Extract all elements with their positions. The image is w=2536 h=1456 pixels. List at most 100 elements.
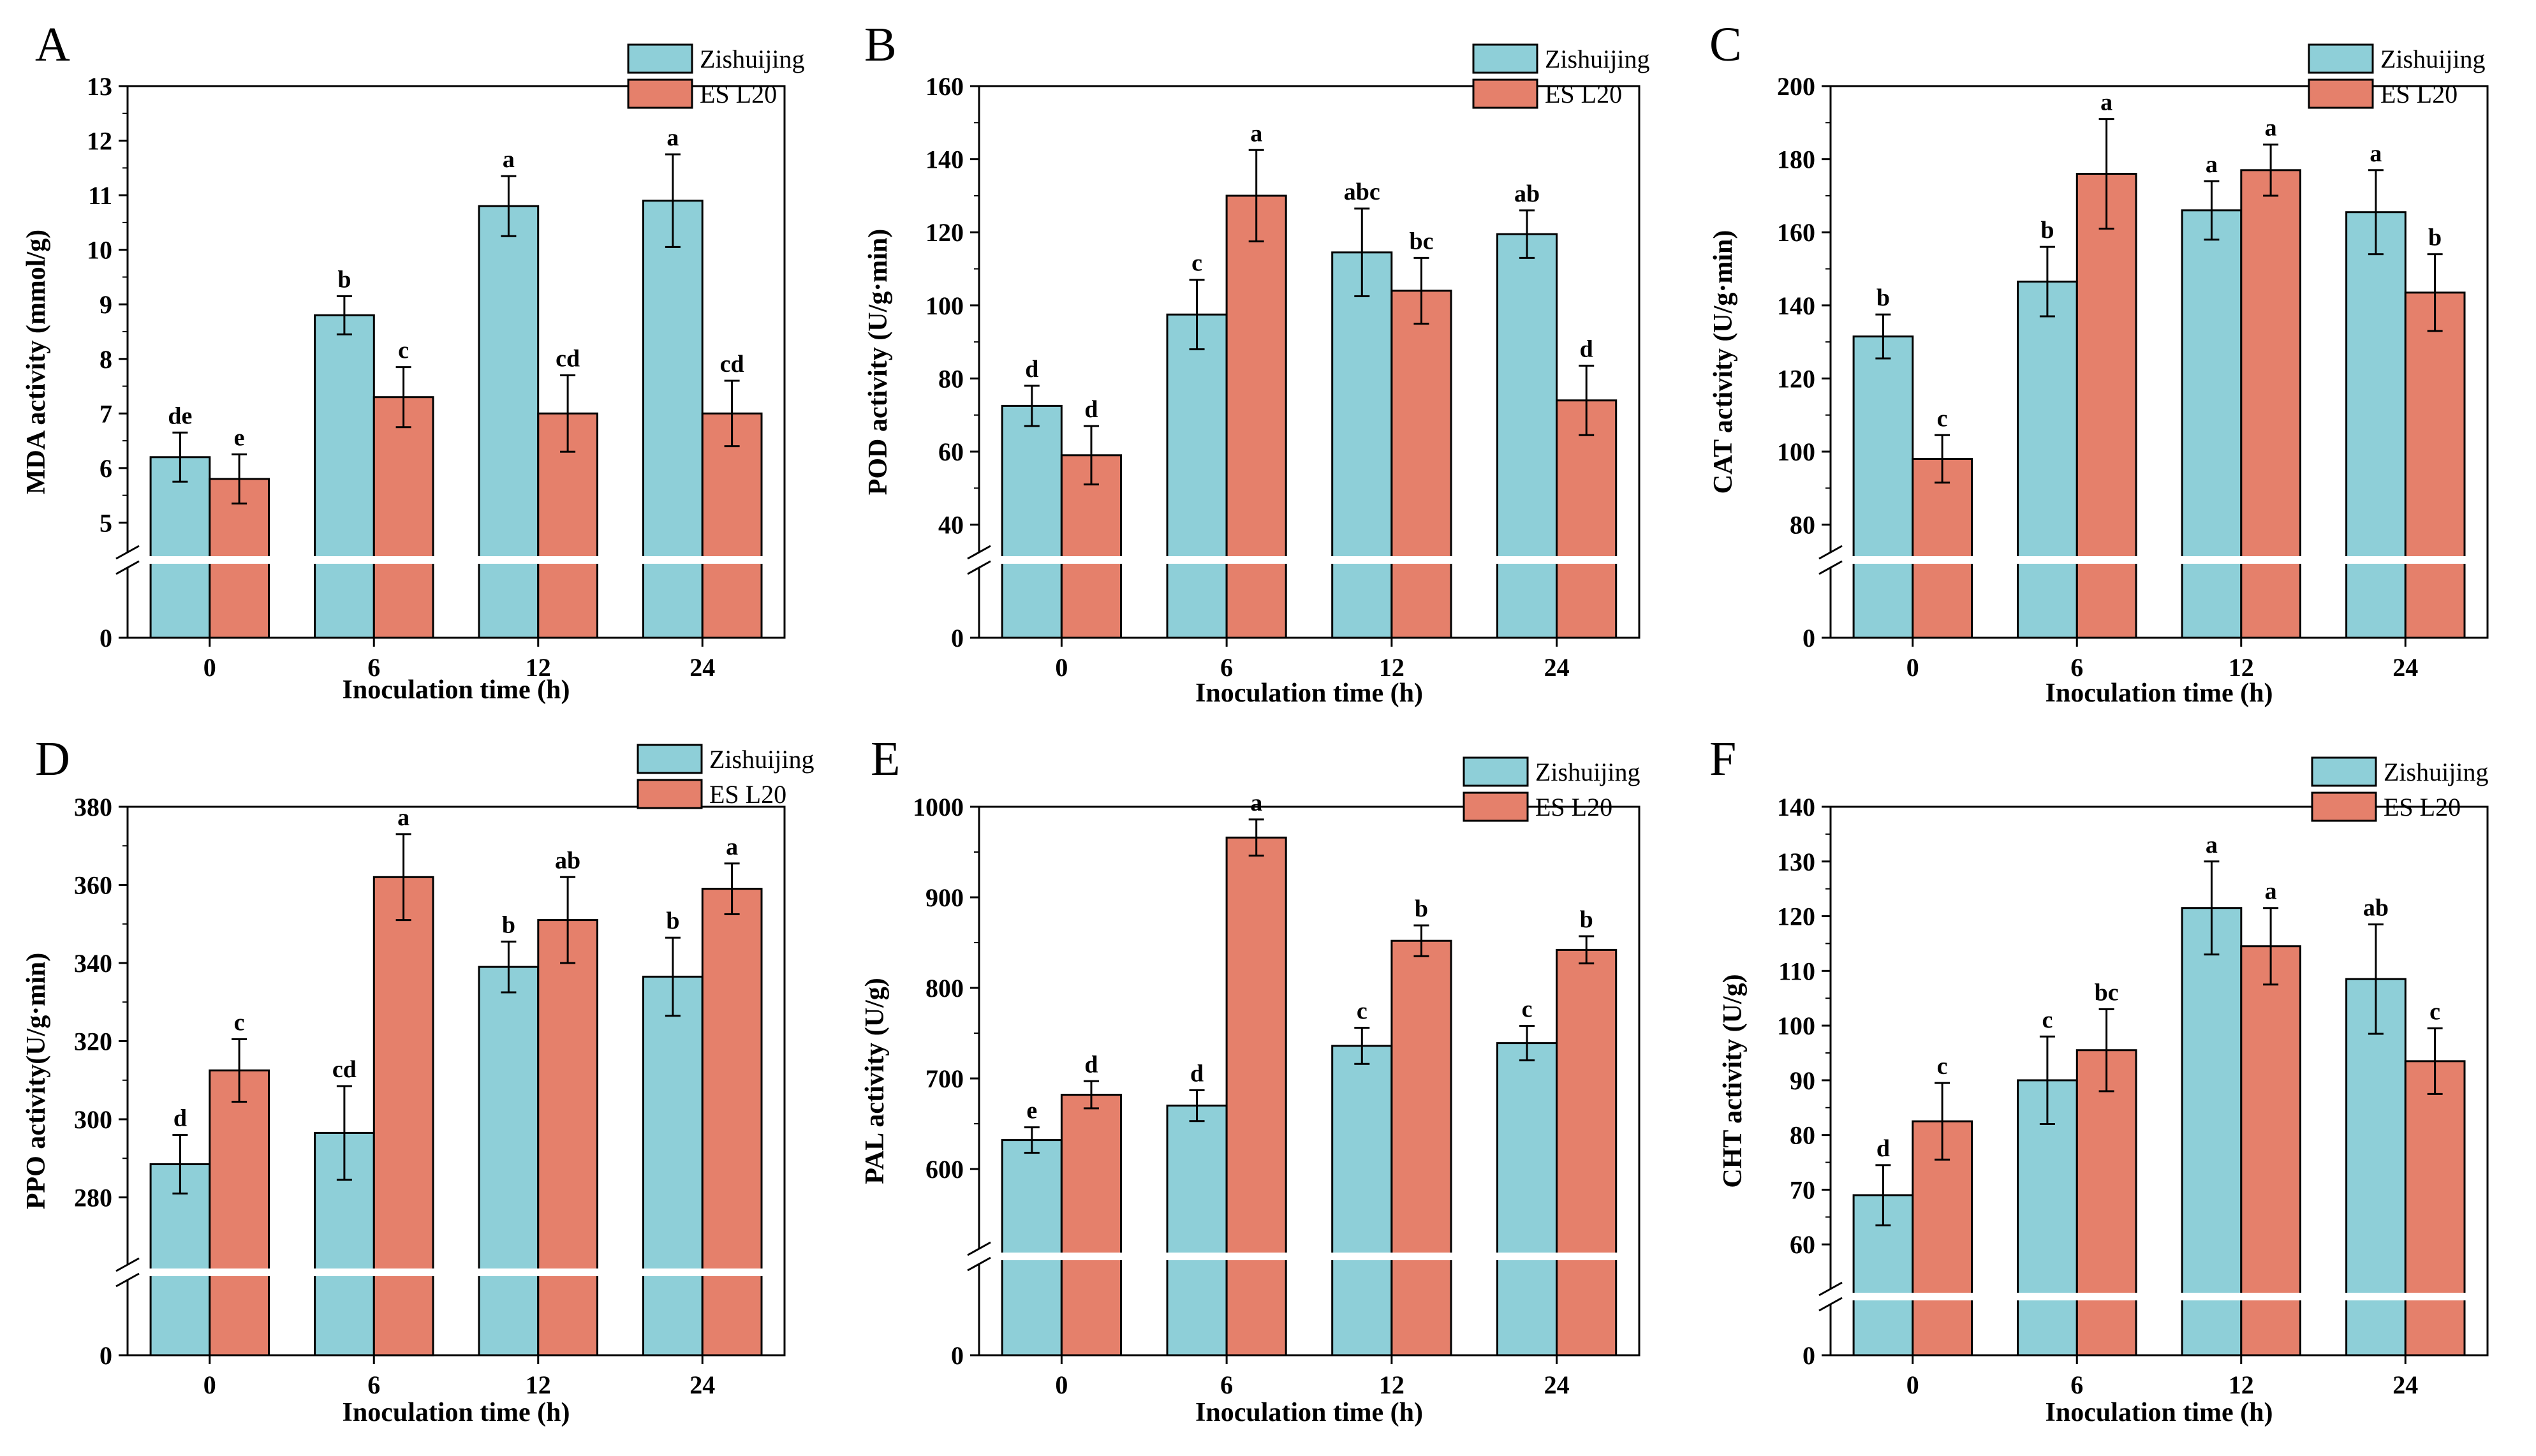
y-tick-label: 7 [100,399,112,428]
significance-label: bc [2095,979,2119,1006]
bar-es-l20-12 [2240,945,2302,1357]
y-tick-label: 40 [938,511,964,540]
bar-es-l20-6 [1225,836,1287,1357]
y-tick-label: 160 [1777,218,1815,247]
significance-label: a [2265,878,2277,905]
y-axis-break-mark [1818,560,1843,575]
axis-break-band [980,556,1638,564]
legend-label: ES L20 [709,780,786,809]
bar-zishuijing-0 [1001,404,1063,639]
significance-label: a [2206,151,2218,178]
bar-es-l20-6 [2075,173,2137,639]
panel-letter: D [35,732,70,786]
bar-zishuijing-6 [2017,281,2078,639]
significance-label: c [398,337,409,364]
bar-zishuijing-0 [1852,335,1914,639]
y-axis-break-mark [115,560,140,575]
y-tick-label: 12 [87,127,112,156]
y-tick-label: 120 [925,218,964,247]
legend-label: ES L20 [1535,793,1612,821]
significance-label: e [1026,1098,1037,1124]
x-tick-label: 6 [1220,653,1233,682]
bar-zishuijing-24 [1496,1042,1558,1357]
bar-zishuijing-12 [1331,251,1393,639]
significance-label: d [1084,1051,1098,1078]
bar-zishuijing-24 [1496,233,1558,639]
bar-es-l20-24 [2404,1060,2466,1357]
bar-es-l20-6 [1225,195,1287,639]
chart-panel-c: Cb b a a c a a b 80 100 120 140 160 180 200 0 0 6 12 24 Inoc… [1709,18,2489,708]
y-axis-title: MDA activity (mmol/g) [22,230,51,494]
significance-label: c [1191,250,1202,277]
plot-frame [978,85,1640,639]
bar-es-l20-24 [1556,948,1618,1357]
bar-es-l20-6 [2075,1049,2137,1357]
significance-label: b [502,911,515,938]
significance-label: de [168,402,192,429]
bar-zishuijing-12 [1331,1045,1393,1357]
x-tick-label: 6 [367,653,380,682]
panel-letter: B [864,18,897,71]
y-tick-label: 180 [1777,145,1815,174]
y-tick-label: 140 [1777,291,1815,320]
y-tick-label: 140 [925,145,964,174]
x-tick-label: 12 [526,653,551,682]
y-axis-break-mark [115,545,140,560]
x-tick-label: 12 [2229,653,2254,682]
x-tick-label: 12 [1379,1371,1404,1399]
legend-label: Zishuijing [1545,45,1649,73]
axis-break-band [129,556,783,564]
panel-letter: E [871,732,900,786]
x-axis-title: Inoculation time (h) [1195,1398,1423,1427]
y-axis-break-gap [116,552,139,568]
y-axis-break-mark [1818,1281,1843,1297]
x-tick-label: 24 [1544,653,1570,682]
significance-label: d [1084,396,1098,423]
x-tick-label: 6 [1220,1371,1233,1399]
x-tick-label: 24 [2392,653,2418,682]
axis-break-band [129,1268,783,1276]
x-tick-label: 12 [2229,1371,2254,1399]
y-tick-label: 360 [74,871,112,900]
y-axis-break-gap [968,552,991,568]
y-axis-break-mark [967,1241,991,1256]
legend-swatch [2308,78,2374,109]
legend-swatch [637,779,703,809]
x-tick-label: 24 [2392,1371,2418,1399]
bar-zishuijing-24 [642,200,704,639]
significance-label: cd [556,345,580,372]
significance-label: d [1190,1060,1204,1087]
significance-label: c [1937,405,1948,432]
x-tick-label: 0 [1055,1371,1068,1399]
y-tick-label: 8 [100,345,112,374]
panel-letter: F [1709,732,1736,786]
x-tick-label: 0 [1055,653,1068,682]
y-axis-title: PAL activity (U/g) [860,978,890,1184]
significance-label: c [1937,1053,1948,1080]
legend-label: ES L20 [700,80,777,108]
legend-swatch [1472,78,1538,109]
significance-label: d [1580,335,1593,362]
y-axis-break-mark [1818,1297,1843,1312]
x-tick-label: 24 [689,1371,715,1399]
x-axis-title: Inoculation time (h) [2046,679,2273,708]
y-tick-label: 140 [1777,793,1815,821]
significance-label: a [2370,140,2382,167]
plot-frame [126,85,786,639]
x-tick-label: 24 [689,653,715,682]
plot-frame [126,805,786,1357]
bar-es-l20-12 [537,919,598,1357]
y-axis-break-gap [1819,1289,1842,1304]
y-tick-label: 280 [74,1184,112,1212]
y-tick-label: 120 [1777,364,1815,393]
axis-break-band [1832,1293,2486,1300]
bar-zishuijing-0 [1001,1139,1063,1357]
significance-label: b [1580,906,1593,933]
bar-es-l20-24 [2404,291,2466,639]
legend-label: Zishuijing [709,745,814,774]
axis-break-band [980,1253,1638,1260]
y-tick-label: 60 [1790,1230,1815,1259]
y-tick-label: 120 [1777,902,1815,931]
y-tick-label: 5 [100,508,112,537]
bar-es-l20-12 [2240,169,2302,639]
